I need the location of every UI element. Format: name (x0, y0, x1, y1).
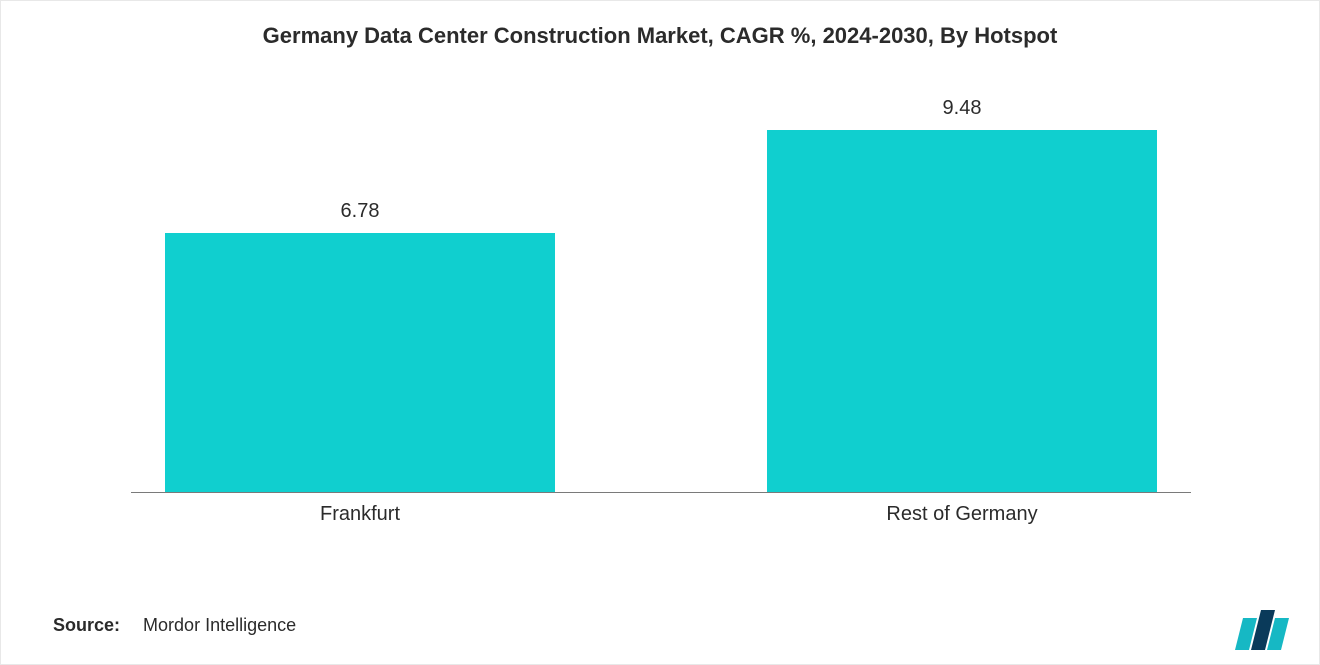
brand-logo-icon (1229, 610, 1291, 650)
bar-value-label: 6.78 (165, 200, 555, 223)
bar-group: 6.78Frankfurt (165, 110, 555, 492)
source-value: Mordor Intelligence (143, 615, 296, 635)
bar (165, 233, 555, 492)
bar-category-label: Rest of Germany (767, 503, 1157, 526)
bar-value-label: 9.48 (767, 97, 1157, 120)
plot-area: 6.78Frankfurt 9.48Rest of Germany (131, 111, 1191, 493)
chart-container: Germany Data Center Construction Market,… (0, 0, 1320, 665)
bar-category-label: Frankfurt (165, 503, 555, 526)
source-label: Source: (53, 615, 120, 635)
bar (767, 130, 1157, 492)
source-attribution: Source: Mordor Intelligence (53, 615, 296, 636)
bar-group: 9.48Rest of Germany (767, 110, 1157, 492)
chart-title: Germany Data Center Construction Market,… (1, 23, 1319, 49)
